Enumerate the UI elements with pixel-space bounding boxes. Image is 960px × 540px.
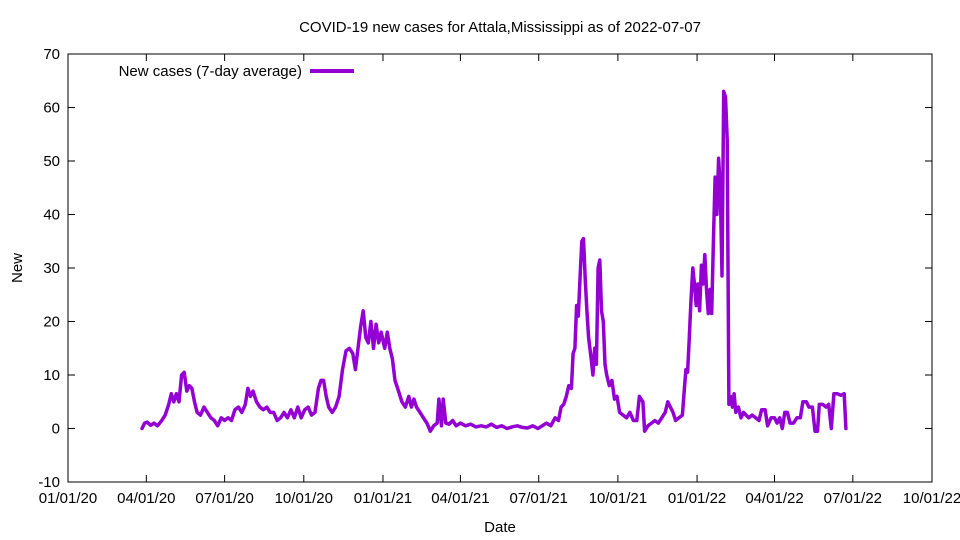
plot-frame <box>67 53 933 483</box>
x-tick-label: 10/01/20 <box>275 490 333 507</box>
chart-title: COVID-19 new cases for Attala,Mississipp… <box>299 19 701 36</box>
x-tick-label: 04/01/22 <box>745 490 803 507</box>
x-tick-label: 07/01/20 <box>195 490 253 507</box>
legend: New cases (7-day average) <box>119 63 354 80</box>
series-line <box>140 89 848 433</box>
y-axis-label: New <box>9 253 26 283</box>
x-tick-label: 07/01/22 <box>824 490 882 507</box>
y-tick-label: 20 <box>43 314 60 331</box>
x-tick-label: 01/01/21 <box>354 490 412 507</box>
x-tick-label: 04/01/20 <box>117 490 175 507</box>
x-tick-label: 10/01/21 <box>589 490 647 507</box>
legend-label: New cases (7-day average) <box>119 63 302 80</box>
y-tick-label: 30 <box>43 260 60 277</box>
axes-group: -10 0 10 20 30 40 50 60 70 01/01/20 04/01/20 07/01/… <box>38 46 960 507</box>
y-tick-label: 0 <box>52 421 60 438</box>
x-axis-label: Date <box>484 519 516 536</box>
x-tick-label: 07/01/21 <box>510 490 568 507</box>
y-tick-label: 70 <box>43 46 60 63</box>
y-tick-label: 40 <box>43 207 60 224</box>
x-tick-label: 04/01/21 <box>431 490 489 507</box>
x-tick-label: 10/01/22 <box>903 490 960 507</box>
x-tick-label: 01/01/22 <box>668 490 726 507</box>
y-tick-label: 50 <box>43 153 60 170</box>
x-tick-label: 01/01/20 <box>39 490 97 507</box>
y-tick-label: 60 <box>43 100 60 117</box>
series-group <box>140 89 848 433</box>
y-tick-label: -10 <box>38 474 60 491</box>
y-tick-label: 10 <box>43 367 60 384</box>
